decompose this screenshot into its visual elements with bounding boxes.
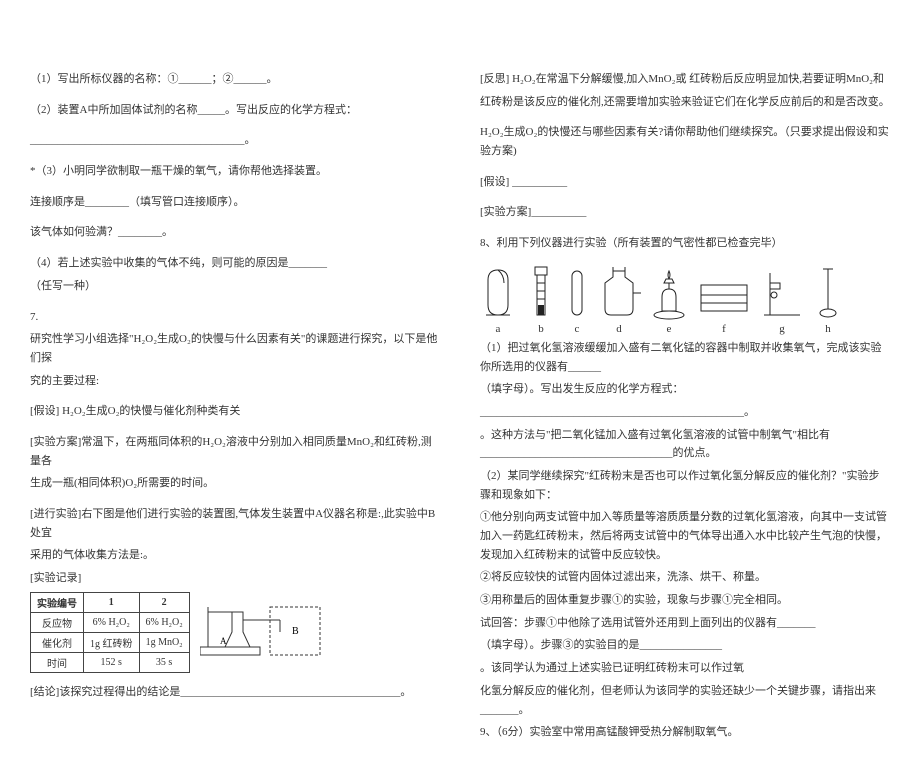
apparatus-icon: A B [200, 592, 330, 662]
reflect-2: 红砖粉是该反应的催化剂,还需要增加实验来验证它们在化学反应前后的和是否改变。 [480, 93, 890, 112]
r2c0: 时间 [31, 652, 84, 672]
q8-2b: ①他分别向两支试管中加入等质量等溶质质量分数的过氧化氢溶液，向其中一支试管加入一… [480, 508, 890, 564]
q8-2g: 。该同学认为通过上述实验已证明红砖粉末可以作过氧 [480, 659, 890, 678]
q8-1c: ________________________________________… [480, 403, 890, 422]
q7b: 究的主要过程: [30, 372, 440, 391]
r0c1: 6% H₂O₂ [84, 612, 140, 632]
record-label: [实验记录] [30, 569, 440, 588]
hypo-2: [假设] __________ [480, 173, 890, 192]
svg-text:B: B [292, 626, 299, 637]
fig-f: f [697, 265, 751, 335]
fig-c: c [566, 265, 588, 335]
fig-h: h [813, 265, 843, 335]
q1: （1）写出所标仪器的名称：①______；②______。 [30, 70, 440, 89]
q7-num: 7. [30, 308, 440, 327]
q2: （2）装置A中所加固体试剂的名称_____。写出反应的化学方程式： [30, 101, 440, 120]
q8-2a: （2）某同学继续探究"红砖粉末是否也可以作过氧化氢分解反应的催化剂？"实验步骤和… [480, 467, 890, 504]
svg-text:A: A [220, 636, 227, 646]
right-column: [反思] H₂O₂在常温下分解缓慢,加入MnO₂或 红砖粉后反应明显加快,若要证… [480, 70, 890, 746]
plan-2b: [实验方案]__________ [480, 203, 890, 222]
q8-2d: ③用称量后的固体重复步骤①的实验，现象与步骤①完全相同。 [480, 591, 890, 610]
conclusion: [结论]该探究过程得出的结论是_________________________… [30, 683, 440, 702]
r0c2: 6% H₂O₂ [139, 612, 189, 632]
reflect-1: [反思] H₂O₂在常温下分解缓慢,加入MnO₂或 红砖粉后反应明显加快,若要证… [480, 70, 890, 89]
q4a: （4）若上述实验中收集的气体不纯，则可能的原因是_______ [30, 254, 440, 273]
r1c0: 催化剂 [31, 632, 84, 652]
r2c2: 35 s [139, 652, 189, 672]
left-column: （1）写出所标仪器的名称：①______；②______。 （2）装置A中所加固… [30, 70, 440, 746]
th-2: 2 [139, 592, 189, 612]
exp-2: 采用的气体收集方法是:。 [30, 546, 440, 565]
fig-a: a [480, 265, 516, 335]
q8-1a: （1）把过氧化氢溶液缓缓加入盛有二氧化锰的容器中制取并收集氧气，完成该实验你所选… [480, 339, 890, 376]
q8-1b: （填字母）。写出发生反应的化学方程式： [480, 380, 890, 399]
r1c1: 1g 红砖粉 [84, 632, 140, 652]
fig-b: b [525, 265, 557, 335]
q8: 8、利用下列仪器进行实验（所有装置的气密性都已检查完毕） [480, 234, 890, 253]
q7a: 研究性学习小组选择"H₂O₂生成O₂的快慢与什么因素有关"的课题进行探究，以下是… [30, 330, 440, 367]
q3b: 该气体如何验满？________。 [30, 223, 440, 242]
q7-bottom: 实验编号 1 2 反应物 6% H₂O₂ 6% H₂O₂ 催化剂 1g 红砖粉 … [30, 592, 440, 673]
r2c1: 152 s [84, 652, 140, 672]
q3a: 连接顺序是________（填写管口连接顺序）。 [30, 193, 440, 212]
fig-e: e [650, 265, 688, 335]
th-0: 实验编号 [31, 592, 84, 612]
q2-blank: _______________________________________。 [30, 131, 440, 150]
q9: 9、（6分）实验室中常用高锰酸钾受热分解制取氧气。 [480, 723, 890, 742]
q8-2e: 试回答：步骤①中他除了选用试管外还用到上面列出的仪器有_______ [480, 614, 890, 633]
hypothesis: [假设] H₂O₂生成O₂的快慢与催化剂种类有关 [30, 402, 440, 421]
q8-2c: ②将反应较快的试管内固体过滤出来，洗涤、烘干、称量。 [480, 568, 890, 587]
r1c2: 1g MnO₂ [139, 632, 189, 652]
th-1: 1 [84, 592, 140, 612]
fig-d: d [597, 265, 641, 335]
exp-1: [进行实验]右下图是他们进行实验的装置图,气体发生装置中A仪器名称是:,此实验中… [30, 505, 440, 542]
reflect-3: H₂O₂生成O₂的快慢还与哪些因素有关?请你帮助他们继续探究。（只要求提出假设和… [480, 123, 890, 160]
r0c0: 反应物 [31, 612, 84, 632]
q4b: （任写一种） [30, 277, 440, 296]
q3: *（3）小明同学欲制取一瓶干燥的氧气，请你帮他选择装置。 [30, 162, 440, 181]
q8-1d: 。这种方法与"把二氧化锰加入盛有过氧化氢溶液的试管中制氧气"相比有_______… [480, 426, 890, 463]
plan-1: [实验方案]常温下，在两瓶同体积的H₂O₂溶液中分别加入相同质量MnO₂和红砖粉… [30, 433, 440, 470]
fig-g: g [760, 265, 804, 335]
plan-2: 生成一瓶(相同体积)O₂所需要的时间。 [30, 474, 440, 493]
apparatus-row: a b c d e f g [480, 265, 890, 335]
record-table: 实验编号 1 2 反应物 6% H₂O₂ 6% H₂O₂ 催化剂 1g 红砖粉 … [30, 592, 190, 673]
q8-2f: （填字母）。步骤③的实验目的是_______________ [480, 636, 890, 655]
q8-2h: 化氢分解反应的催化剂，但老师认为该同学的实验还缺少一个关键步骤，请指出来____… [480, 682, 890, 719]
